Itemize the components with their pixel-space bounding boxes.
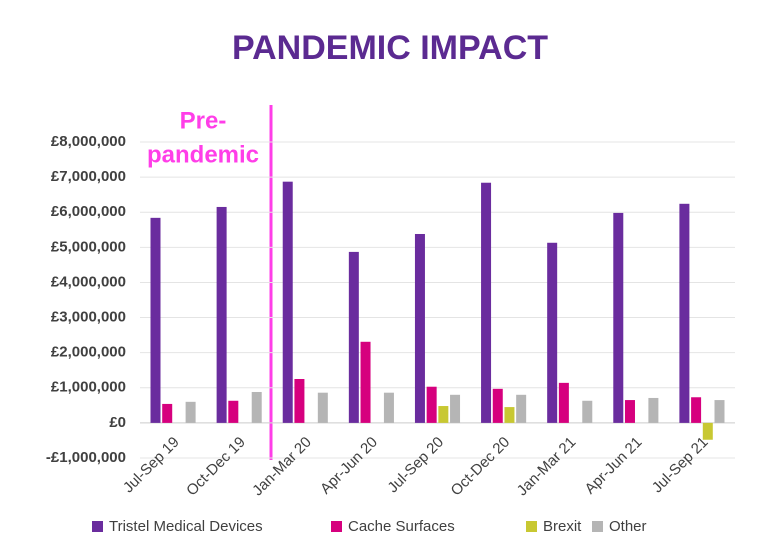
bar <box>162 403 173 423</box>
y-tick-label: £8,000,000 <box>51 133 126 150</box>
y-tick-label: £5,000,000 <box>51 238 126 255</box>
bar <box>648 397 659 423</box>
bar <box>691 397 702 423</box>
x-tick-label: Jan-Mar 20 <box>249 434 315 500</box>
legend-label: Other <box>609 518 647 535</box>
y-tick-label: £2,000,000 <box>51 344 126 361</box>
bar <box>228 400 239 423</box>
x-tick-label: Apr-Jun 20 <box>317 434 381 498</box>
bar <box>294 379 305 423</box>
bar <box>216 206 227 423</box>
x-tick-label: Jul-Sep 20 <box>384 434 447 497</box>
bar <box>383 392 394 423</box>
bar <box>426 386 437 423</box>
x-tick-label: Oct-Dec 20 <box>448 434 514 500</box>
y-tick-label: £6,000,000 <box>51 203 126 220</box>
annotation: Pre- <box>180 107 227 134</box>
bar <box>481 182 492 423</box>
legend-swatch <box>592 521 603 532</box>
x-tick-label: Apr-Jun 21 <box>582 434 646 498</box>
bar <box>317 392 328 423</box>
legend-label: Cache Surfaces <box>348 518 455 535</box>
y-tick-label: £0 <box>109 414 126 431</box>
x-tick-label: Jul-Sep 19 <box>120 434 183 497</box>
x-tick-label: Oct-Dec 19 <box>183 434 249 500</box>
x-tick-label: Jan-Mar 21 <box>514 434 580 500</box>
bar <box>702 422 713 440</box>
bar <box>679 203 690 423</box>
legend-swatch <box>331 521 342 532</box>
bar <box>492 388 503 423</box>
chart-title: PANDEMIC IMPACT <box>232 29 548 67</box>
bar <box>624 400 635 423</box>
y-tick-label: £3,000,000 <box>51 309 126 326</box>
bar <box>348 251 359 423</box>
bar <box>251 391 262 423</box>
y-tick-label: £7,000,000 <box>51 168 126 185</box>
y-tick-label: £4,000,000 <box>51 273 126 290</box>
bar <box>516 394 527 423</box>
annotation: pandemic <box>147 141 259 168</box>
bar <box>438 406 449 423</box>
legend-swatch <box>92 521 103 532</box>
x-tick-label: Jul-Sep 21 <box>649 434 712 497</box>
bar <box>150 217 161 423</box>
legend-swatch <box>526 521 537 532</box>
legend-label: Tristel Medical Devices <box>109 518 263 535</box>
legend-label: Brexit <box>543 518 582 535</box>
bar <box>714 400 725 423</box>
bar <box>504 407 515 423</box>
bar <box>547 242 558 423</box>
bar <box>582 400 593 423</box>
bar <box>450 394 461 423</box>
y-tick-label: £1,000,000 <box>51 379 126 396</box>
bar <box>613 212 624 423</box>
bar <box>185 401 196 423</box>
bar <box>558 382 569 423</box>
y-tick-label: -£1,000,000 <box>46 449 126 466</box>
bar <box>414 233 425 423</box>
bar <box>282 181 293 423</box>
bar <box>360 341 371 423</box>
